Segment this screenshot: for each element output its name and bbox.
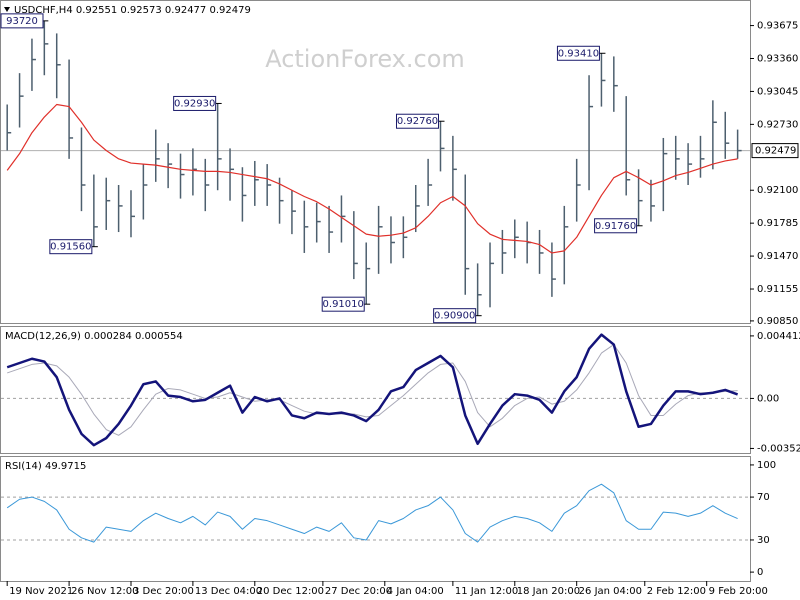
y-tick-label: -0.003528 (757, 443, 800, 454)
annotation-label: 93720 (6, 16, 38, 27)
y-tick-label: 0 (757, 567, 763, 578)
y-tick-label: 0.90850 (757, 316, 798, 327)
annotation-box (173, 95, 217, 111)
y-tick-label: 0.92100 (757, 185, 798, 196)
x-tick-label: 13 Dec 04:00 (195, 586, 262, 597)
macd-panel (0, 326, 751, 454)
x-tick-label: 19 Nov 2021 (9, 586, 73, 597)
annotation-box (321, 296, 365, 312)
indicator-line (7, 344, 738, 436)
annotation-box (556, 45, 600, 61)
annotation-label: 0.93410 (558, 48, 599, 59)
x-tick-label: 9 Feb 20:00 (709, 586, 768, 597)
y-tick-label: 0.93360 (757, 54, 798, 65)
last-price-label: 0.92479 (755, 146, 796, 157)
x-tick-label: 4 Jan 04:00 (387, 586, 444, 597)
rsi-panel (0, 456, 751, 582)
x-tick-label: 20 Dec 12:00 (257, 586, 324, 597)
panel-title: MACD(12,26,9) 0.000284 0.000554 (5, 331, 183, 342)
indicator-line (6, 483, 738, 543)
x-tick-label: 11 Jan 12:00 (455, 586, 518, 597)
annotation-label: 0.92930 (174, 98, 215, 109)
menu-icon (4, 7, 10, 12)
y-tick-label: 30 (757, 535, 770, 546)
x-tick-label: 27 Dec 20:00 (325, 586, 392, 597)
indicator-line (6, 333, 739, 447)
y-tick-label: 0.91155 (757, 284, 798, 295)
y-tick-label: 0.92730 (757, 119, 798, 130)
x-tick-label: 2 Feb 12:00 (647, 586, 706, 597)
y-tick-label: 0.004412 (757, 331, 800, 342)
x-tick-label: 26 Jan 04:00 (579, 586, 642, 597)
moving-average (6, 103, 738, 254)
y-tick-label: 0.91470 (757, 251, 798, 262)
annotation-box (395, 113, 439, 129)
annotation-box (433, 308, 477, 324)
annotation-label: 0.90900 (434, 311, 475, 322)
last-price-box (751, 143, 799, 159)
price-panel (0, 0, 751, 324)
y-tick-label: 0.93675 (757, 21, 798, 32)
annotation-label: 0.92760 (397, 116, 438, 127)
panel-title: RSI(14) 49.9715 (5, 461, 86, 472)
x-tick-label: 26 Nov 12:00 (71, 586, 138, 597)
y-tick-label: 0.93045 (757, 86, 798, 97)
annotation-label: 0.91760 (595, 221, 636, 232)
annotation-box (49, 239, 93, 255)
annotation-label: 0.91010 (323, 299, 364, 310)
y-tick-label: 100 (757, 460, 776, 471)
annotation-box (0, 13, 44, 29)
y-tick-label: 0.00 (757, 393, 779, 404)
x-tick-label: 18 Jan 20:00 (517, 586, 580, 597)
panel-title: USDCHF,H4 0.92551 0.92573 0.92477 0.9247… (14, 5, 251, 16)
y-tick-label: 0.91785 (757, 218, 798, 229)
x-tick-label: 3 Dec 20:00 (133, 586, 194, 597)
annotation-box (594, 218, 638, 234)
watermark: ActionForex.com (265, 45, 465, 73)
y-tick-label: 70 (757, 492, 770, 503)
annotation-label: 0.91560 (50, 242, 91, 253)
